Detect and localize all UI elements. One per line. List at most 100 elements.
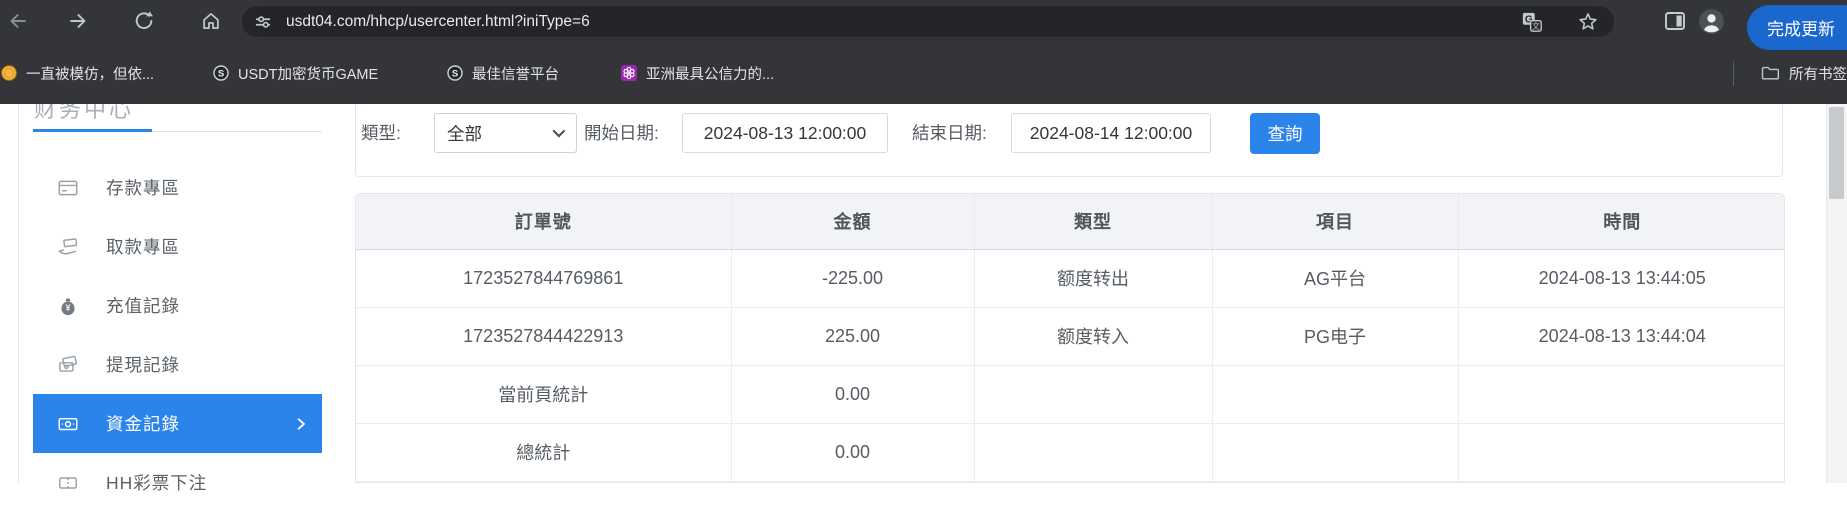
browser-chrome: usdt04.com/hhcp/usercenter.html?iniType=…	[0, 0, 1847, 104]
bookmark-label: 最佳信誉平台	[472, 66, 559, 83]
sidebar-item-label: 資金記錄	[106, 414, 180, 434]
person-icon	[1699, 9, 1724, 34]
bookmarks-divider	[1733, 61, 1734, 86]
omnibox[interactable]: usdt04.com/hhcp/usercenter.html?iniType=…	[242, 6, 1614, 37]
table-header-row: 訂單號 金額 類型 項目 時間	[356, 194, 1784, 250]
col-header-item: 項目	[1212, 194, 1459, 250]
scrollbar-thumb[interactable]	[1829, 107, 1844, 199]
translate-icon: G文	[1522, 12, 1542, 32]
page-left-border	[18, 104, 19, 483]
cell-order-no: 1723527844769861	[356, 249, 732, 308]
cell-amount: -225.00	[731, 249, 975, 308]
banknote-icon	[57, 413, 79, 435]
chrome-update-label: 完成更新	[1767, 20, 1835, 39]
profile-avatar[interactable]	[1698, 8, 1725, 40]
deposit-card-icon	[57, 177, 79, 199]
cell-amount: 225.00	[731, 307, 975, 366]
end-date-label: 結束日期:	[912, 123, 987, 143]
bookmark-label: 亚洲最具公信力的...	[646, 66, 775, 83]
sidebar-item-withdraw-record[interactable]: 提現記錄	[33, 335, 322, 394]
search-button[interactable]: 查詢	[1250, 113, 1320, 154]
sidebar-item-label: 充值記錄	[106, 296, 180, 316]
cell-type: 额度转入	[974, 307, 1213, 366]
flower-icon	[621, 65, 637, 81]
home-icon	[203, 12, 219, 30]
bookmark-star-button[interactable]	[1576, 10, 1600, 34]
bookmark-label: USDT加密货币GAME	[238, 66, 379, 83]
sidebar-item-label: 存款專區	[106, 178, 180, 198]
type-select-value: 全部	[447, 123, 482, 144]
side-panel-button[interactable]	[1663, 9, 1687, 38]
table-row-grand-total: 總統計 0.00	[356, 423, 1784, 482]
tab-underline-active	[33, 129, 152, 132]
all-bookmarks-button[interactable]: 所有书签	[1760, 42, 1847, 104]
cell-label: 總統計	[356, 423, 732, 482]
cell-time: 2024-08-13 13:44:04	[1458, 307, 1784, 366]
hand-cash-icon	[57, 236, 79, 258]
bookmark-item[interactable]: S 最佳信誉平台	[447, 42, 559, 104]
start-date-label: 開始日期:	[584, 123, 659, 143]
sidebar-item-recharge-record[interactable]: ¥ 充值記錄	[33, 276, 322, 335]
cell-empty	[1212, 365, 1459, 424]
bookmark-item[interactable]: 亚洲最具公信力的...	[621, 42, 774, 104]
refresh-button[interactable]	[132, 9, 156, 33]
url-text[interactable]: usdt04.com/hhcp/usercenter.html?iniType=…	[286, 12, 590, 30]
sidebar-item-withdraw[interactable]: 取款專區	[33, 217, 322, 276]
back-button[interactable]	[6, 9, 30, 33]
chrome-update-button[interactable]: 完成更新	[1747, 5, 1847, 50]
globe-s-icon: S	[447, 65, 463, 81]
cell-empty	[974, 423, 1213, 482]
table-row-page-total: 當前頁統計 0.00	[356, 365, 1784, 424]
back-arrow-icon	[10, 14, 26, 28]
table-row: 1723527844769861 -225.00 额度转出 AG平台 2024-…	[356, 249, 1784, 308]
fund-records-table: 訂單號 金額 類型 項目 時間 1723527844769861 -225.00…	[356, 194, 1784, 482]
sidebar-item-label: 取款專區	[106, 237, 180, 257]
forward-button[interactable]	[66, 9, 90, 33]
moneybag-icon: ¥	[57, 295, 79, 317]
chevron-down-icon	[552, 124, 566, 138]
cell-empty	[1458, 365, 1784, 424]
cell-empty	[974, 365, 1213, 424]
svg-text:文: 文	[1532, 21, 1540, 31]
fund-records-table-container: 訂單號 金額 類型 項目 時間 1723527844769861 -225.00…	[355, 193, 1785, 483]
cell-item: AG平台	[1212, 249, 1459, 308]
bookmarks-bar: 一直被模仿，但依... S USDT加密货币GAME S 最佳信誉平台 亚洲最具…	[0, 42, 1847, 104]
bookmark-label: 一直被模仿，但依...	[26, 66, 155, 83]
type-select[interactable]: 全部	[434, 113, 577, 153]
folder-icon	[1761, 66, 1780, 80]
bookmark-item[interactable]: S USDT加密货币GAME	[213, 42, 378, 104]
sidebar-menu: 存款專區 取款專區 ¥ 充值記錄 提現記錄 資金記錄 HH彩票下注	[33, 158, 322, 512]
svg-text:S: S	[218, 69, 224, 80]
col-header-type: 類型	[974, 194, 1213, 250]
sidebar-item-fund-record[interactable]: 資金記錄	[33, 394, 322, 453]
bookmark-item[interactable]: 一直被模仿，但依...	[1, 42, 154, 104]
end-date-input[interactable]	[1011, 113, 1211, 153]
cell-empty	[1458, 423, 1784, 482]
sidebar-item-deposit[interactable]: 存款專區	[33, 158, 322, 217]
star-icon	[1579, 13, 1597, 30]
tab-underline-track	[33, 131, 322, 132]
cell-item: PG电子	[1212, 307, 1459, 366]
col-header-time: 時間	[1458, 194, 1784, 250]
side-panel-icon	[1665, 12, 1685, 30]
forward-arrow-icon	[70, 14, 86, 28]
cell-time: 2024-08-13 13:44:05	[1458, 249, 1784, 308]
refresh-icon	[135, 11, 153, 30]
start-date-input[interactable]	[682, 113, 888, 153]
globe-s-icon: S	[213, 65, 229, 81]
svg-text:S: S	[452, 69, 458, 80]
site-info-button[interactable]	[252, 11, 274, 33]
cell-label: 當前頁統計	[356, 365, 732, 424]
coin-icon	[1, 65, 17, 81]
table-row: 1723527844422913 225.00 额度转入 PG电子 2024-0…	[356, 307, 1784, 366]
cell-empty	[1212, 423, 1459, 482]
home-button[interactable]	[199, 9, 223, 33]
tune-icon	[255, 15, 271, 28]
sidebar-item-label: 提現記錄	[106, 355, 180, 375]
cell-amount: 0.00	[731, 423, 975, 482]
cell-amount: 0.00	[731, 365, 975, 424]
svg-text:G: G	[1525, 14, 1533, 25]
type-filter-label: 類型:	[361, 123, 401, 143]
col-header-amount: 金額	[731, 194, 975, 250]
